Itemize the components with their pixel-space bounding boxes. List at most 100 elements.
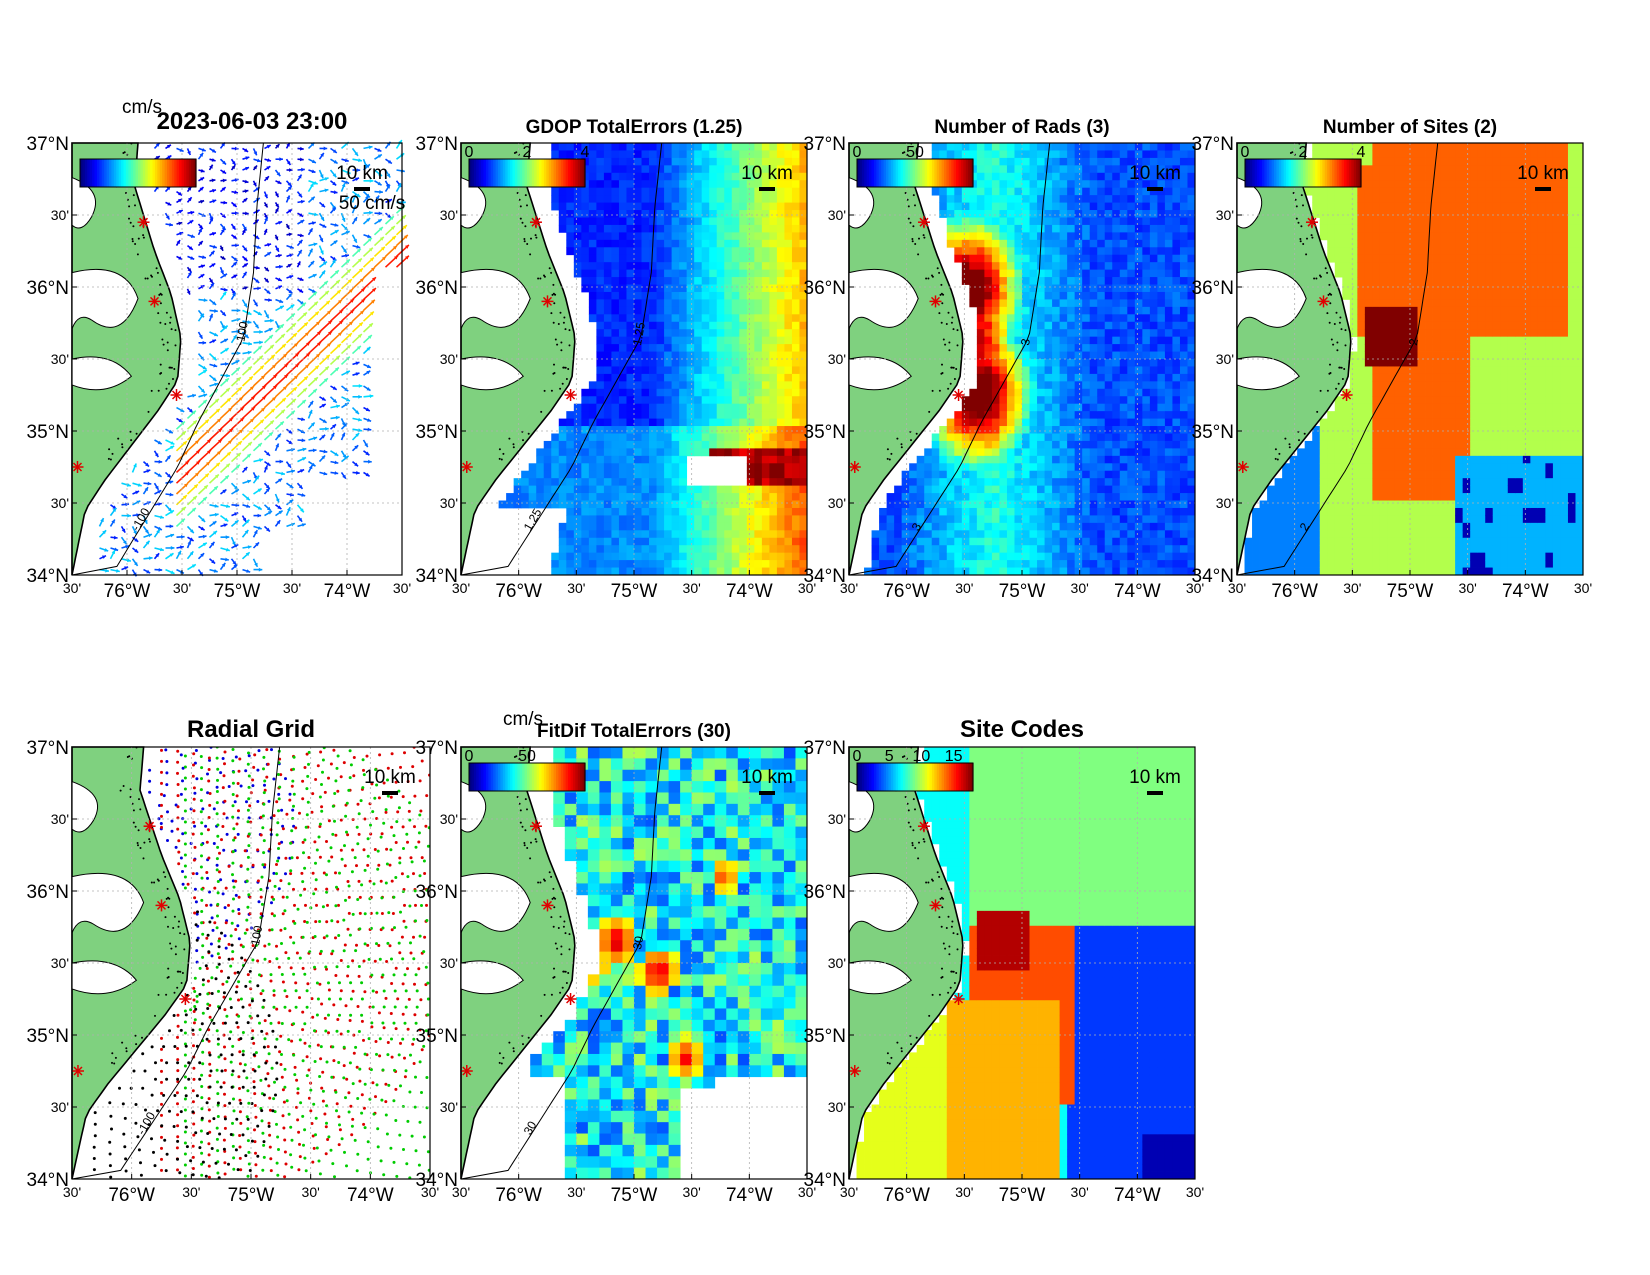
heatmap-cell [754, 552, 763, 561]
heatmap-cell [1029, 411, 1038, 419]
heatmap-cell [939, 560, 948, 568]
heatmap-cell [716, 224, 725, 233]
heatmap-cell [761, 269, 770, 278]
heatmap-cell [1067, 455, 1076, 464]
heatmap-cell [1074, 493, 1083, 501]
heatmap-cell [1006, 329, 1015, 338]
heatmap-cell [961, 411, 970, 419]
current-vector-head [222, 178, 227, 183]
heatmap-cell [954, 224, 963, 233]
heatmap-cell [1052, 262, 1061, 271]
heatmap-cell [924, 537, 933, 546]
heatmap-cell [739, 448, 748, 457]
heatmap-cell [528, 493, 537, 501]
heatmap-cell [731, 210, 740, 218]
heatmap-cell [679, 284, 688, 293]
lat-tick-label: 35°N [27, 422, 69, 443]
heatmap-cell [739, 195, 748, 203]
heatmap-cell [946, 232, 955, 241]
heatmap-cell [626, 172, 635, 181]
heatmap-cell [664, 165, 673, 174]
heatmap-cell [671, 217, 680, 226]
heatmap-cell [626, 396, 635, 405]
heatmap-cell [754, 426, 763, 434]
heatmap-cell [984, 567, 993, 576]
heatmap-cell [618, 537, 627, 546]
heatmap-cell [799, 306, 808, 315]
heatmap-cell [641, 381, 650, 390]
current-vector-head [159, 547, 164, 552]
current-vector-head [268, 298, 272, 302]
heatmap-cell [799, 262, 808, 271]
heatmap-cell [1029, 396, 1038, 405]
heatmap-cell [1029, 262, 1038, 271]
current-vector-head [190, 210, 195, 215]
heatmap-cell [603, 172, 612, 181]
heatmap-cell [954, 426, 963, 434]
heatmap-cell [1074, 291, 1083, 300]
current-vector-head [134, 562, 138, 566]
heatmap-cell [791, 433, 800, 442]
heatmap-cell [573, 254, 582, 263]
heatmap-cell [694, 157, 703, 166]
heatmap-cell [1006, 262, 1015, 271]
heatmap-cell [1089, 217, 1098, 226]
heatmap-cell [1089, 552, 1098, 561]
heatmap-cell [754, 351, 763, 360]
current-vector-head [144, 487, 148, 492]
heatmap-cell [1029, 366, 1038, 375]
coast-dot [144, 277, 147, 280]
heatmap-cell [679, 396, 688, 405]
heatmap-cell [1082, 329, 1091, 338]
heatmap-cell [671, 187, 680, 196]
heatmap-cell [603, 351, 612, 360]
heatmap-cell [954, 433, 963, 442]
heatmap-cell [1059, 366, 1068, 375]
heatmap-cell [573, 187, 582, 196]
heatmap-cell [618, 187, 627, 196]
heatmap-cell [1037, 165, 1045, 174]
heatmap-cell [1074, 269, 1083, 278]
heatmap-cell [596, 239, 605, 248]
heatmap-cell [641, 411, 650, 419]
heatmap-cell [731, 269, 740, 278]
heatmap-cell [709, 277, 718, 285]
heatmap-cell [731, 254, 740, 263]
current-vector-head [133, 463, 137, 468]
heatmap-cell [1014, 269, 1023, 278]
heatmap-cell [886, 493, 895, 501]
current-vector-head [214, 504, 219, 508]
heatmap-cell [686, 180, 695, 189]
coast-dot [129, 430, 132, 433]
current-vector-head [126, 483, 131, 487]
heatmap-cell [588, 217, 597, 226]
heatmap-cell [1006, 247, 1015, 256]
heatmap-cell [626, 180, 635, 189]
current-vector-head [258, 431, 263, 436]
heatmap-cell [634, 180, 642, 189]
heatmap-cell [618, 507, 627, 516]
heatmap-cell [694, 224, 703, 233]
coast-dot [524, 225, 527, 228]
heatmap-cell [679, 522, 688, 531]
heatmap-cell [984, 440, 993, 449]
heatmap-cell [946, 195, 955, 203]
current-vector-head [222, 170, 227, 174]
heatmap-cell [641, 373, 650, 382]
current-vector-head [223, 523, 228, 528]
heatmap-cell [939, 440, 948, 449]
heatmap-cell [879, 507, 888, 516]
heatmap-cell [724, 500, 733, 509]
heatmap-cell [784, 336, 793, 345]
heatmap-cell [634, 291, 642, 300]
heatmap-cell [664, 493, 673, 501]
heatmap-cell [984, 530, 993, 539]
heatmap-cell [939, 545, 948, 554]
current-vector-head [257, 345, 262, 350]
heatmap-cell [709, 448, 718, 457]
coast-dot [108, 448, 111, 451]
heatmap-cell [649, 314, 657, 323]
heatmap-cell [1082, 500, 1091, 509]
heatmap-cell [716, 277, 725, 285]
heatmap-cell [603, 418, 612, 427]
